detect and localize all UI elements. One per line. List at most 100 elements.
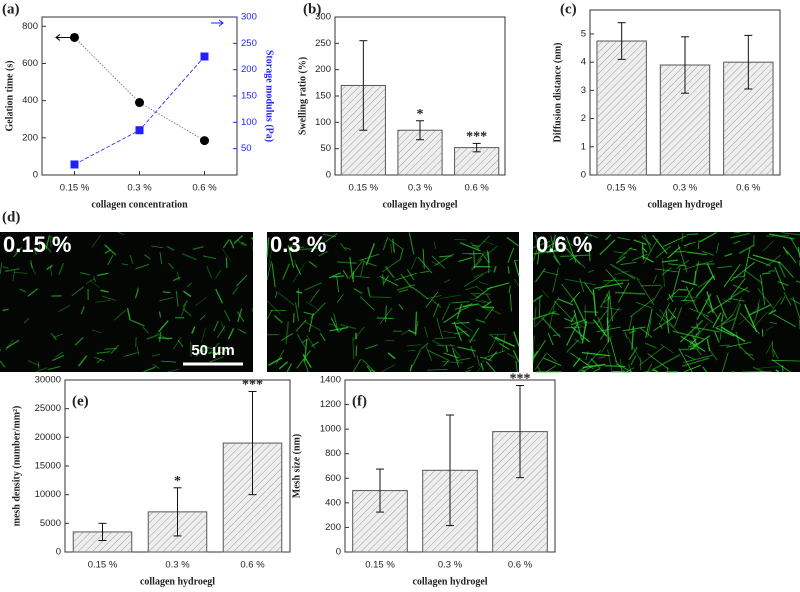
y2-tick-label: 100 <box>241 117 257 128</box>
fiber <box>251 242 254 252</box>
fiber <box>408 232 415 255</box>
fiber <box>696 293 712 320</box>
fiber <box>765 325 774 332</box>
fiber <box>156 332 170 341</box>
fiber <box>431 261 440 266</box>
fiber <box>735 331 741 349</box>
fiber <box>732 284 751 293</box>
fiber <box>464 285 478 291</box>
fiber <box>686 251 707 256</box>
fiber <box>548 296 560 314</box>
fiber <box>292 312 295 323</box>
fiber <box>551 234 557 250</box>
fiber <box>151 245 164 249</box>
fiber <box>182 300 189 308</box>
fiber <box>420 342 429 350</box>
fiber <box>629 247 638 251</box>
fiber <box>701 250 714 256</box>
fiber <box>587 269 595 273</box>
fiber <box>481 253 490 264</box>
fiber <box>33 248 37 255</box>
fiber <box>762 240 774 252</box>
fiber <box>584 232 593 237</box>
fiber <box>162 291 171 294</box>
fiber <box>501 335 506 353</box>
fiber <box>706 338 711 352</box>
plot-frame <box>41 16 238 176</box>
fiber <box>742 370 772 373</box>
fiber <box>398 304 404 310</box>
fiber <box>553 255 559 263</box>
fiber <box>636 278 655 306</box>
fiber <box>707 297 733 314</box>
fiber <box>365 243 376 266</box>
fiber <box>101 295 116 301</box>
fiber <box>752 314 758 327</box>
fiber <box>352 358 362 373</box>
fiber <box>95 299 111 303</box>
fiber <box>225 257 228 268</box>
fiber <box>581 320 588 344</box>
fiber <box>667 246 681 259</box>
fiber <box>596 326 622 333</box>
fiber <box>49 265 53 277</box>
fiber <box>287 245 295 268</box>
fiber <box>96 272 109 277</box>
x-tick-label: 0.3 % <box>408 183 433 194</box>
fiber <box>515 361 518 373</box>
fiber <box>467 365 474 370</box>
fiber <box>564 278 596 286</box>
fiber <box>308 261 318 268</box>
fiber <box>278 361 289 370</box>
fiber <box>328 272 341 279</box>
y-tick-label: 15000 <box>35 461 61 472</box>
fiber <box>588 242 591 262</box>
fiber <box>534 234 540 249</box>
fiber <box>427 368 448 371</box>
fiber <box>384 265 395 279</box>
fiber <box>689 307 710 317</box>
fiber <box>546 249 560 253</box>
fiber <box>494 336 516 348</box>
fiber <box>469 298 486 304</box>
y-tick-label: 0 <box>336 547 341 558</box>
fiber <box>275 290 295 306</box>
fiber <box>172 336 182 350</box>
fiber <box>597 316 606 336</box>
fiber <box>730 303 742 331</box>
fiber <box>186 282 192 288</box>
fiber <box>433 303 440 317</box>
fiber <box>175 290 179 307</box>
fiber <box>641 235 652 246</box>
fiber <box>339 242 347 251</box>
fiber <box>286 363 292 373</box>
fiber <box>730 261 756 282</box>
fiber <box>777 280 789 286</box>
fiber <box>296 333 307 350</box>
fiber <box>771 359 791 373</box>
fiber <box>744 304 758 333</box>
fiber <box>27 288 39 297</box>
fiber <box>157 320 169 333</box>
fiber <box>344 247 351 250</box>
y-tick-label: 5000 <box>40 518 61 529</box>
fiber <box>762 272 771 275</box>
x-tick-label: 0.3 % <box>438 560 463 571</box>
fiber <box>268 357 283 366</box>
fiber <box>782 246 789 255</box>
fiber <box>783 291 792 306</box>
fiber <box>563 245 581 265</box>
fiber <box>730 232 750 239</box>
fiber <box>425 345 433 361</box>
fiber <box>303 311 314 316</box>
fiber <box>477 359 485 373</box>
fiber <box>294 302 300 322</box>
fiber <box>673 250 687 253</box>
fiber <box>597 277 617 291</box>
fiber <box>408 329 417 335</box>
y-tick-label: 200 <box>315 64 331 75</box>
fiber <box>443 310 462 324</box>
fiber <box>181 252 197 261</box>
y-tick-label: 600 <box>325 473 341 484</box>
x-tick-label: 0.6 % <box>465 183 490 194</box>
